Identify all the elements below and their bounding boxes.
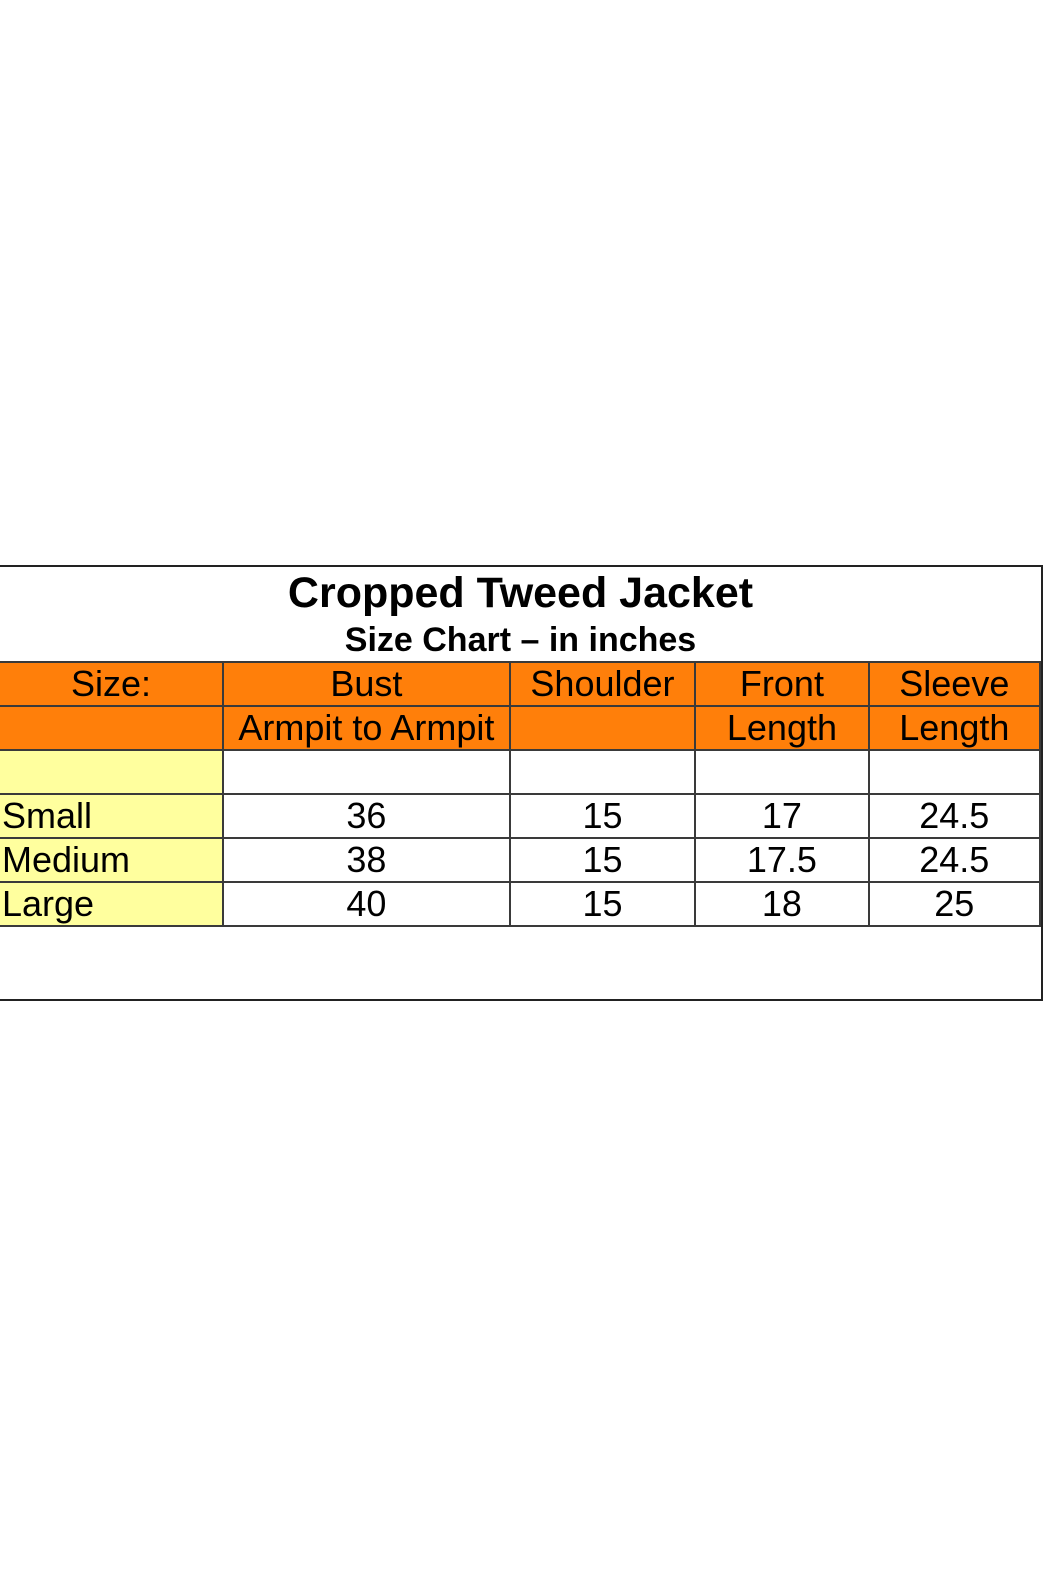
table-row: Small 36 15 17 24.5	[0, 793, 1042, 839]
bust-value: 40	[222, 881, 511, 927]
spacer-cell	[508, 749, 697, 795]
sleeve-length-value: 25	[867, 881, 1042, 927]
size-chart: Cropped Tweed Jacket Size Chart – in inc…	[0, 565, 1043, 1001]
spacer-cell	[867, 749, 1042, 795]
size-label: Large	[0, 881, 225, 927]
spacer-cell	[694, 749, 870, 795]
shoulder-value: 15	[508, 837, 697, 883]
table-row: Large 40 15 18 25	[0, 881, 1042, 927]
header-sleeve-sub: Length	[867, 705, 1042, 751]
header-row-1: Size: Bust Shoulder Front Sleeve	[0, 661, 1042, 707]
header-bust: Bust	[222, 661, 511, 707]
front-length-value: 17	[694, 793, 870, 839]
bust-value: 38	[222, 837, 511, 883]
size-table: Size: Bust Shoulder Front Sleeve Armpit …	[0, 661, 1042, 927]
size-label: Small	[0, 793, 225, 839]
header-bust-sub: Armpit to Armpit	[222, 705, 511, 751]
spacer-size-cell	[0, 749, 225, 795]
chart-title: Cropped Tweed Jacket	[287, 569, 754, 617]
header-front: Front	[694, 661, 870, 707]
header-row-2: Armpit to Armpit Length Length	[0, 705, 1042, 751]
header-shoulder-sub	[508, 705, 697, 751]
spacer-row	[0, 749, 1042, 795]
shoulder-value: 15	[508, 881, 697, 927]
shoulder-value: 15	[508, 793, 697, 839]
header-shoulder: Shoulder	[508, 661, 697, 707]
header-size-sub	[0, 705, 225, 751]
header-front-sub: Length	[694, 705, 870, 751]
empty-footer-row	[0, 940, 1041, 999]
table-row: Medium 38 15 17.5 24.5	[0, 837, 1042, 883]
sleeve-length-value: 24.5	[867, 837, 1042, 883]
bust-value: 36	[222, 793, 511, 839]
header-sleeve: Sleeve	[867, 661, 1042, 707]
front-length-value: 17.5	[694, 837, 870, 883]
size-label: Medium	[0, 837, 225, 883]
sleeve-length-value: 24.5	[867, 793, 1042, 839]
spacer-cell	[222, 749, 511, 795]
chart-title-block: Cropped Tweed Jacket Size Chart – in inc…	[0, 567, 1041, 661]
chart-subtitle: Size Chart – in inches	[344, 621, 697, 659]
header-size: Size:	[0, 661, 225, 707]
front-length-value: 18	[694, 881, 870, 927]
